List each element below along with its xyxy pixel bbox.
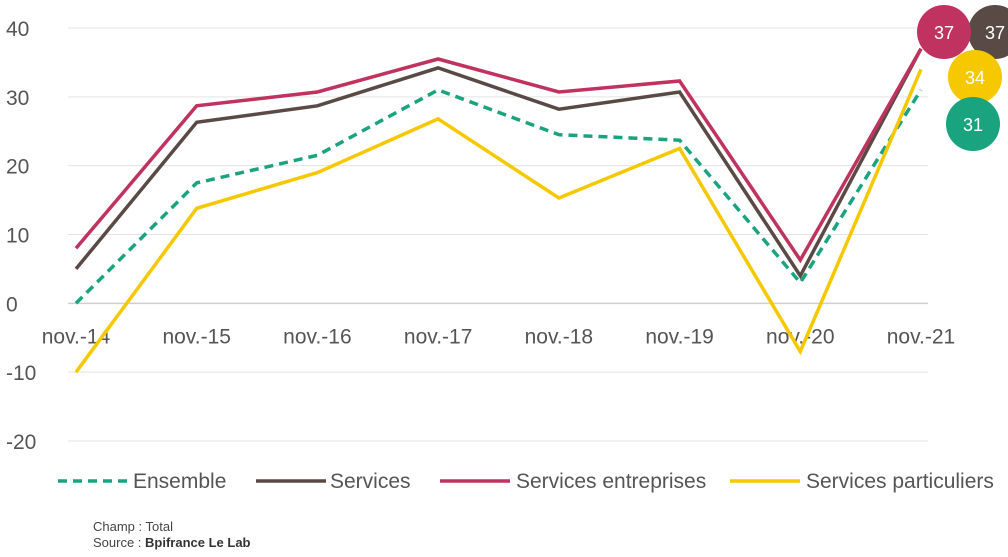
end-label-services: 37 xyxy=(968,5,1008,59)
x-tick-label: nov.-14 xyxy=(42,325,111,348)
end-label-bubble xyxy=(948,50,1002,104)
end-label-services-particuliers: 34 xyxy=(948,50,1002,104)
source-prefix: Source : xyxy=(93,535,146,550)
end-label-value: 31 xyxy=(963,115,983,135)
y-tick-label: 10 xyxy=(6,225,29,248)
legend: Ensemble Services Services entreprises Serv… xyxy=(58,470,994,493)
legend-item-services-entreprises: Services entreprises xyxy=(440,470,706,493)
end-label-bubble xyxy=(917,5,971,59)
source-name: Bpifrance Le Lab xyxy=(145,535,251,550)
footnote-source: Source : Bpifrance Le Lab xyxy=(93,535,251,551)
x-tick-label: nov.-17 xyxy=(404,325,473,348)
end-label-bubble xyxy=(946,97,1000,151)
x-tick-label: nov.-16 xyxy=(283,325,352,348)
series-line-services-particuliers xyxy=(74,68,923,374)
y-tick-label: 30 xyxy=(6,87,29,110)
legend-label: Services entreprises xyxy=(516,470,706,493)
footnote-champ: Champ : Total xyxy=(93,519,173,535)
legend-item-services: Services xyxy=(256,470,411,493)
series-line-services xyxy=(74,47,923,280)
end-label-services-entreprises: 37 xyxy=(917,5,971,59)
y-tick-label: -20 xyxy=(6,431,36,454)
legend-label: Ensemble xyxy=(133,470,226,493)
y-tick-label: 0 xyxy=(6,293,18,316)
y-axis-ticks: 40 30 20 10 0 -10 -20 xyxy=(6,18,36,454)
series-line-services-entreprises xyxy=(74,47,923,264)
end-label-ensemble: 31 xyxy=(946,97,1000,151)
y-tick-label: -10 xyxy=(6,362,36,385)
legend-item-ensemble: Ensemble xyxy=(58,470,226,493)
end-label-bubble xyxy=(968,5,1008,59)
series-lines xyxy=(74,47,923,374)
end-label-value: 37 xyxy=(934,23,954,43)
x-axis-ticks: nov.-14 nov.-15 nov.-16 nov.-17 nov.-18 nov.-… xyxy=(42,325,956,348)
y-tick-label: 20 xyxy=(6,156,29,179)
x-tick-label: nov.-19 xyxy=(645,325,714,348)
legend-item-services-particuliers: Services particuliers xyxy=(730,470,994,493)
end-label-value: 34 xyxy=(965,68,985,88)
gridlines xyxy=(68,27,928,442)
legend-label: Services xyxy=(330,470,411,493)
legend-label: Services particuliers xyxy=(806,470,994,493)
end-value-labels: 37 37 34 31 xyxy=(917,5,1008,151)
champ-text: Champ : Total xyxy=(93,519,173,534)
x-tick-label: nov.-21 xyxy=(887,325,956,348)
x-tick-label: nov.-18 xyxy=(525,325,594,348)
x-tick-label: nov.-20 xyxy=(766,325,835,348)
x-tick-label: nov.-15 xyxy=(162,325,231,348)
end-label-value: 37 xyxy=(985,23,1005,43)
series-line-ensemble xyxy=(74,87,923,305)
y-tick-label: 40 xyxy=(6,18,29,41)
